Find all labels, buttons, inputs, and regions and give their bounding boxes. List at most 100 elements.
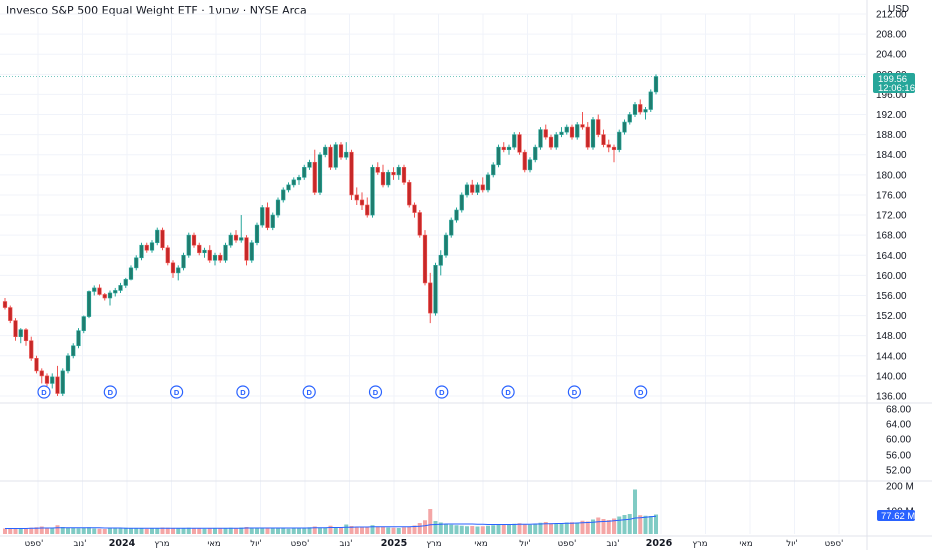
candle: [92, 285, 97, 296]
volume-bar: [181, 528, 186, 534]
candle: [291, 177, 296, 188]
volume-bar: [171, 528, 175, 534]
candle-body: [212, 254, 218, 261]
candle-body: [632, 104, 638, 115]
volume-bar: [281, 528, 286, 534]
candle: [470, 179, 475, 195]
candle-body: [585, 126, 590, 148]
candle-body: [302, 167, 307, 178]
candle-body: [86, 291, 92, 317]
candle-body: [391, 172, 396, 176]
price-tick-label: 144.00: [876, 351, 907, 362]
candle-body: [344, 151, 349, 158]
candle: [328, 144, 333, 170]
candle-body: [538, 129, 543, 148]
volume-bar: [18, 529, 23, 534]
volume-bar: [580, 520, 585, 534]
volume-bar: [312, 526, 317, 534]
candles: [2, 74, 659, 396]
candle: [396, 164, 401, 180]
candle: [223, 242, 228, 263]
volume-bar: [585, 521, 590, 534]
volume-bar: [102, 529, 107, 534]
candle-body: [533, 146, 538, 161]
volume-badge-value: 77.62 M: [881, 511, 915, 522]
price-tick-label: 148.00: [876, 331, 907, 342]
candle-body: [365, 204, 370, 216]
time-tick-label: ספט': [25, 539, 44, 549]
volume-bar: [218, 528, 223, 534]
candle: [338, 142, 344, 160]
volume-bar: [207, 528, 212, 534]
candle-body: [611, 146, 617, 151]
dividend-marker[interactable]: D: [435, 385, 449, 399]
candle-body: [480, 184, 485, 191]
candle-body: [244, 237, 249, 261]
candle: [648, 89, 653, 113]
candle-body: [249, 242, 254, 261]
dividend-circle: [501, 385, 515, 399]
volume-bar: [118, 528, 123, 534]
volume-bar: [601, 519, 606, 534]
candle-body: [97, 287, 102, 295]
time-axis[interactable]: ספט' נוב' 2024 מרץ מאי יול' ספט' נוב' 2025 מרץ מאי…: [25, 538, 844, 549]
time-tick-label: מאי: [207, 539, 220, 549]
candle-body: [433, 265, 438, 314]
volume-bars: [3, 489, 658, 534]
dividend-marker[interactable]: D: [103, 385, 117, 399]
volume-bar: [444, 524, 448, 534]
time-tick-label: מרץ: [426, 539, 441, 549]
candle: [155, 227, 160, 246]
volume-ma-line: [5, 515, 657, 529]
candle-body: [638, 104, 643, 113]
dividend-marker[interactable]: D: [302, 385, 316, 399]
candle: [617, 129, 622, 153]
price-tick-label: 196.00: [876, 90, 907, 101]
dividend-circle: [170, 385, 184, 399]
dividend-marker[interactable]: D: [634, 385, 648, 399]
candle: [575, 122, 580, 140]
dividend-label: D: [41, 388, 47, 397]
dividend-marker[interactable]: D: [567, 385, 582, 399]
volume-bar: [307, 527, 312, 534]
dividend-marker[interactable]: D: [236, 385, 250, 399]
candle: [23, 328, 29, 346]
time-tick-label: יול': [519, 539, 530, 549]
dividend-marker[interactable]: D: [501, 385, 515, 399]
candle: [29, 336, 34, 361]
candle: [653, 74, 659, 95]
candle-body: [517, 134, 522, 153]
volume-bar: [197, 528, 202, 534]
candle-body: [543, 129, 548, 138]
candle-body: [160, 229, 165, 249]
volume-bar: [45, 527, 49, 534]
volume-bar: [144, 528, 149, 534]
volume-bar: [396, 528, 401, 534]
volume-bar: [648, 516, 653, 534]
candle: [517, 132, 522, 155]
candle-body: [648, 91, 653, 110]
price-axis[interactable]: 212.00208.00204.00200.00196.00192.00188.…: [876, 10, 914, 518]
time-tick-label: יול': [250, 539, 261, 549]
dividend-circle: [368, 385, 383, 399]
dividend-label: D: [373, 388, 379, 397]
candle-body: [464, 184, 470, 196]
dividend-marker[interactable]: D: [37, 385, 51, 399]
time-tick-label: ספט': [825, 539, 844, 549]
currency-label[interactable]: USD: [888, 4, 910, 15]
candle-body: [527, 159, 533, 171]
candle: [86, 290, 92, 319]
volume-bar: [276, 528, 280, 534]
price-tick-label: 204.00: [876, 50, 907, 61]
dividend-marker[interactable]: D: [170, 385, 184, 399]
candle-body: [239, 237, 244, 241]
candle: [638, 99, 643, 115]
dividend-marker[interactable]: D: [368, 385, 383, 399]
candle: [233, 230, 239, 243]
candle: [286, 182, 291, 193]
volume-bar: [606, 520, 611, 534]
candle-body: [307, 161, 312, 168]
